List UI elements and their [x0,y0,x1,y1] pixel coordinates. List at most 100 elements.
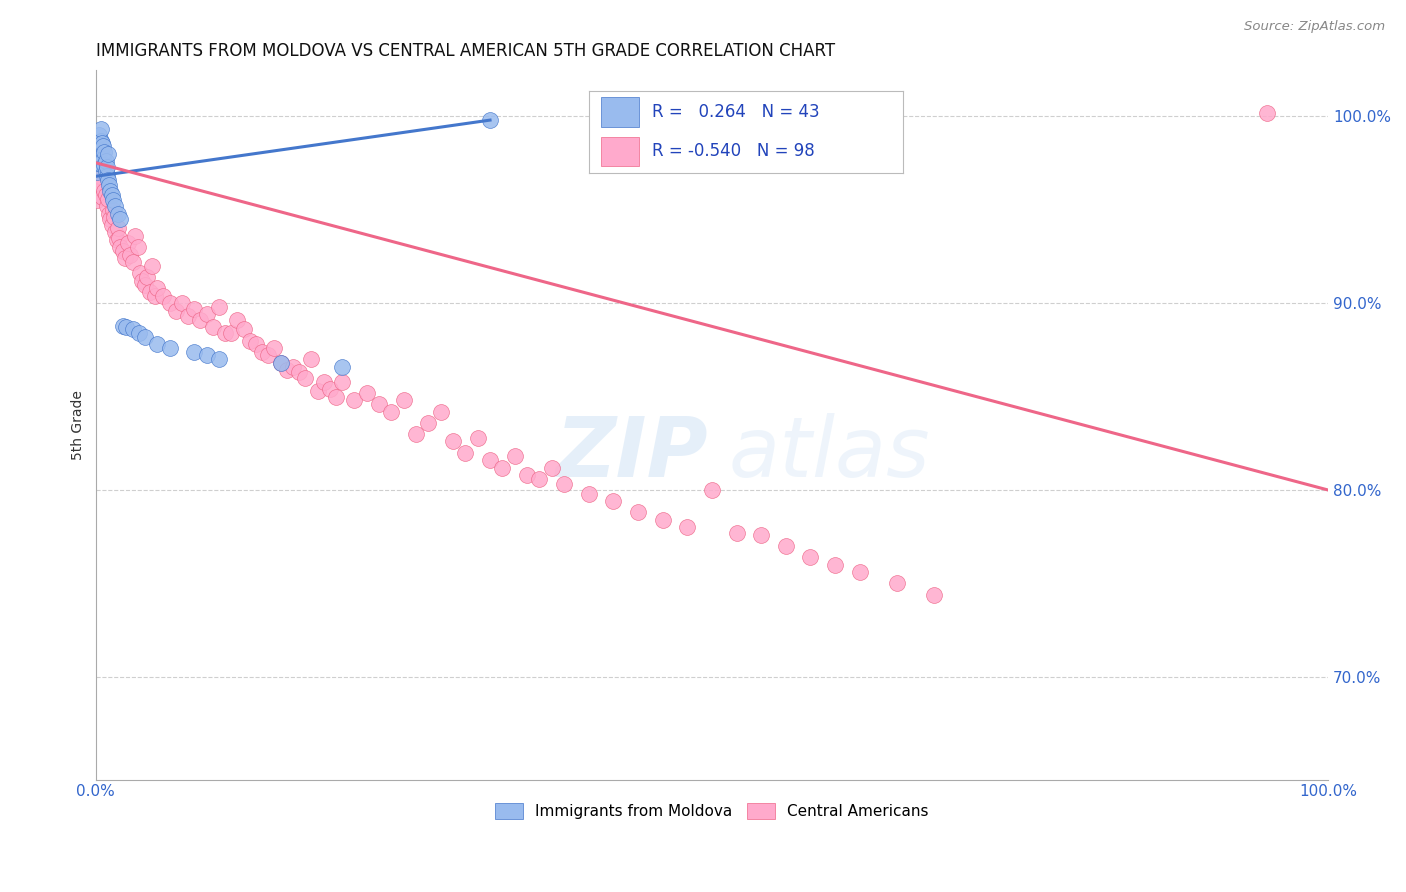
Point [214,326,236,340]
Point [219,326,242,340]
Point [245,337,267,351]
Point [91,153,114,167]
Point [104,225,127,239]
Point [93,184,115,198]
Point [111,318,134,333]
Point [330,375,353,389]
Point [775,539,797,553]
Text: ZIP: ZIP [555,412,709,493]
Point [101,194,124,208]
Point [700,483,723,497]
Point [454,445,477,459]
Point [134,277,156,292]
Point [97,146,120,161]
Point [101,202,124,217]
Point [886,576,908,591]
Point [922,588,945,602]
Point [319,382,342,396]
Point [127,240,149,254]
Point [170,296,193,310]
Point [98,178,121,193]
Point [117,236,139,251]
Point [110,212,132,227]
Point [100,184,122,198]
Point [121,255,143,269]
Point [103,211,125,225]
Point [824,558,846,572]
Point [330,359,353,374]
Point [90,148,112,162]
Point [100,187,122,202]
Point [100,212,122,227]
Point [89,128,111,142]
Point [108,231,131,245]
Point [90,178,112,193]
Point [86,165,108,179]
Point [325,390,347,404]
Point [307,384,329,398]
Point [529,472,551,486]
Point [263,341,285,355]
Point [578,487,600,501]
Point [87,141,110,155]
Point [107,206,129,220]
Point [96,199,118,213]
Point [89,169,111,183]
Point [96,169,118,183]
Point [94,187,117,202]
Point [105,233,128,247]
Point [141,259,163,273]
Point [418,416,440,430]
Point [97,192,120,206]
Point [93,158,115,172]
Point [250,344,273,359]
Point [749,528,772,542]
Point [288,365,311,379]
Point [281,359,304,374]
Point [276,363,298,377]
Point [343,393,366,408]
Point [208,352,231,367]
Point [87,146,110,161]
Point [136,270,159,285]
Point [405,427,427,442]
Point [114,252,136,266]
Point [100,218,122,232]
Point [270,356,292,370]
Point [110,240,132,254]
Point [97,173,120,187]
Point [467,431,489,445]
Point [479,453,502,467]
Point [94,154,117,169]
Point [129,266,152,280]
Point [725,526,748,541]
Point [90,136,112,150]
Point [257,349,280,363]
Point [356,385,378,400]
Point [86,194,108,208]
Point [190,313,212,327]
Point [676,520,699,534]
Point [87,180,110,194]
Point [143,289,166,303]
Point [503,450,526,464]
Y-axis label: 5th Grade: 5th Grade [72,390,86,459]
Point [91,139,114,153]
Point [491,460,513,475]
Point [208,300,231,314]
Point [121,322,143,336]
Point [86,156,108,170]
Point [124,228,146,243]
Point [152,289,174,303]
Point [294,371,316,385]
Point [165,303,187,318]
Point [479,113,502,128]
Point [96,160,118,174]
Point [183,301,205,316]
Point [392,393,415,408]
Point [89,156,111,170]
Point [312,375,335,389]
Point [159,341,181,355]
Point [90,122,112,136]
Point [602,494,624,508]
